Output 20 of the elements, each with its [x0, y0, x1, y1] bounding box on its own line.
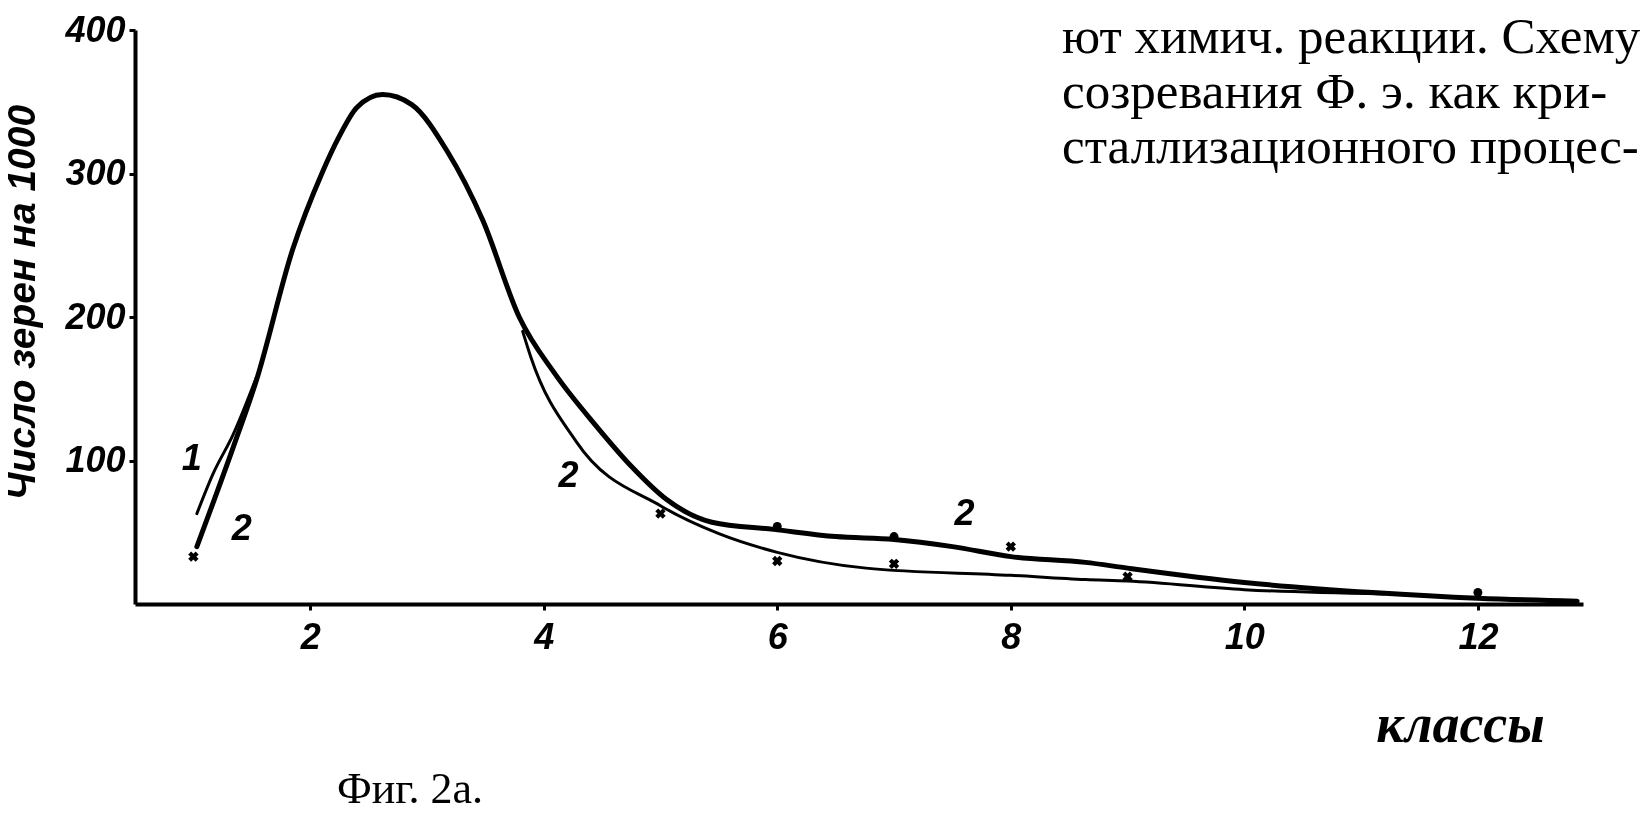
annotation: созревания Ф. э. как кри-	[1062, 63, 1608, 119]
x-tick-label: 12	[1458, 615, 1499, 657]
annotation: ют химич. реакции. Схему	[1062, 8, 1641, 64]
x-tick-label: 4	[533, 615, 555, 657]
y-tick-label: 200	[64, 295, 126, 337]
text: 2	[231, 506, 252, 548]
series-label: 2	[953, 491, 975, 533]
text: Фиг. 2а.	[337, 764, 483, 813]
annotation: сталлизационного процес-	[1062, 118, 1639, 174]
x-tick-label: 2	[299, 615, 321, 657]
x-tick-label: 8	[1001, 615, 1022, 657]
series-label: 2	[557, 453, 579, 495]
x-tick-label: 6	[767, 615, 789, 657]
series-label: 1	[181, 436, 202, 478]
x-axis-title: классы	[1376, 693, 1545, 754]
y-axis-title: Число зерен на 1000	[0, 104, 43, 501]
x-tick-label: 10	[1224, 615, 1265, 657]
y-tick-label: 300	[65, 152, 126, 193]
y-tick-label: 400	[64, 8, 126, 50]
y-tick-label: 100	[65, 439, 126, 480]
